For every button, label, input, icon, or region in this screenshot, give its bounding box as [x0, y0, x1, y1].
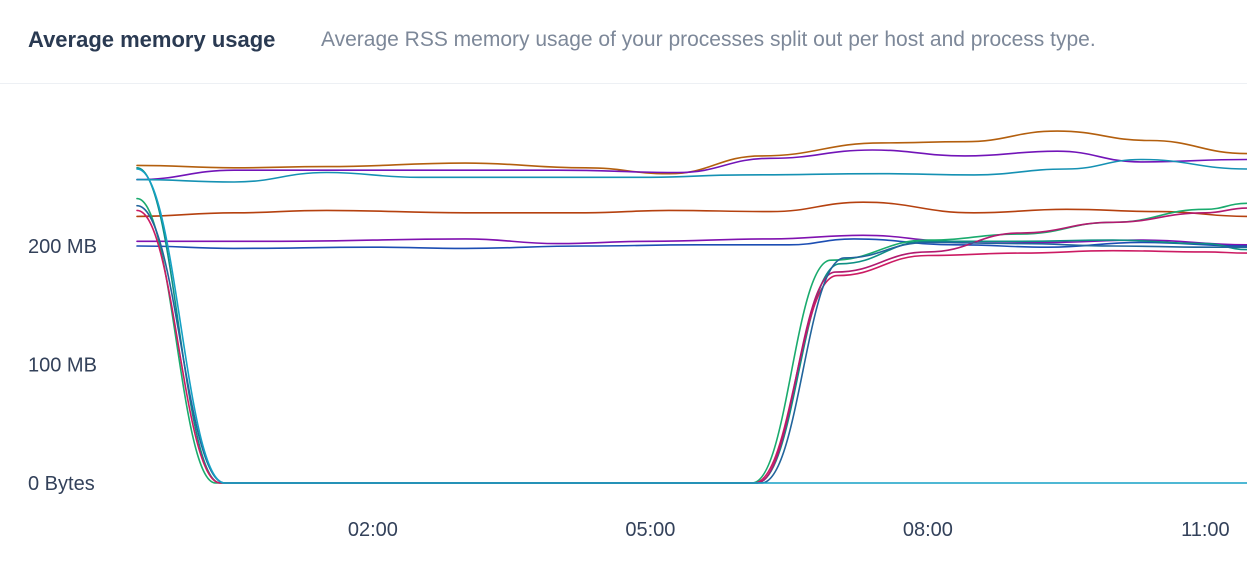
series-line-3 — [136, 158, 1247, 183]
x-tick-label: 02:00 — [348, 519, 398, 541]
x-tick-label: 11:00 — [1181, 519, 1230, 541]
series-line-4 — [136, 201, 1247, 218]
series-line-5 — [136, 234, 1247, 246]
series-line-7 — [136, 167, 1247, 484]
series-line-6 — [136, 238, 1247, 250]
series-line-10 — [756, 207, 1247, 484]
x-tick-label: 08:00 — [903, 519, 953, 541]
series-line-9 — [136, 209, 1247, 484]
series-line-2 — [136, 149, 1247, 181]
chart-subtitle: Average RSS memory usage of your process… — [321, 28, 1096, 51]
y-tick-label: 100 MB — [28, 355, 97, 377]
chart-header: Average memory usage Average RSS memory … — [0, 0, 1247, 84]
series-line-1 — [136, 130, 1247, 175]
y-axis-ticks: 0 Bytes 100 MB 200 MB — [28, 236, 97, 495]
x-axis-ticks: 02:00 05:00 08:00 11:00 — [348, 519, 1230, 541]
series-lines — [136, 130, 1247, 484]
y-tick-label: 0 Bytes — [28, 473, 95, 495]
x-tick-label: 05:00 — [625, 519, 675, 541]
y-tick-label: 200 MB — [28, 236, 97, 258]
series-line-12 — [136, 168, 1247, 484]
chart-title: Average memory usage — [28, 27, 276, 52]
